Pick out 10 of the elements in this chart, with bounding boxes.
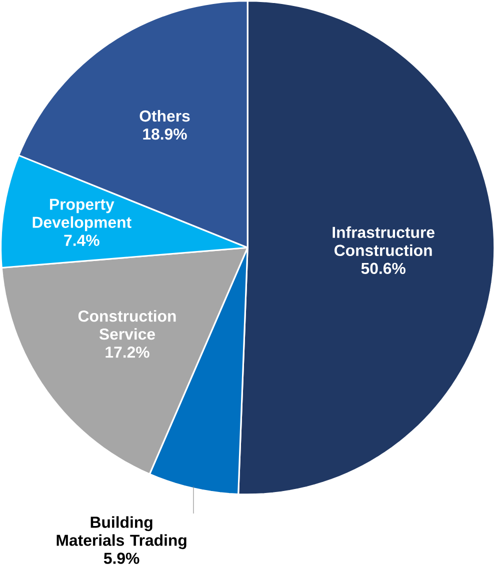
slice-label: Property Development: [32, 198, 132, 232]
data-label: 17.2%: [106, 346, 150, 358]
data-label: 5.9%: [104, 552, 140, 564]
slice-label: Building Materials Trading: [56, 516, 186, 550]
slice-label: Others: [140, 110, 190, 122]
data-label: 18.9%: [143, 128, 187, 140]
data-label: 50.6%: [361, 262, 406, 274]
data-label: 7.4%: [64, 234, 100, 246]
slice-label: Construction Service: [78, 310, 176, 340]
slice-label: Infrastructure Construction: [332, 226, 434, 256]
